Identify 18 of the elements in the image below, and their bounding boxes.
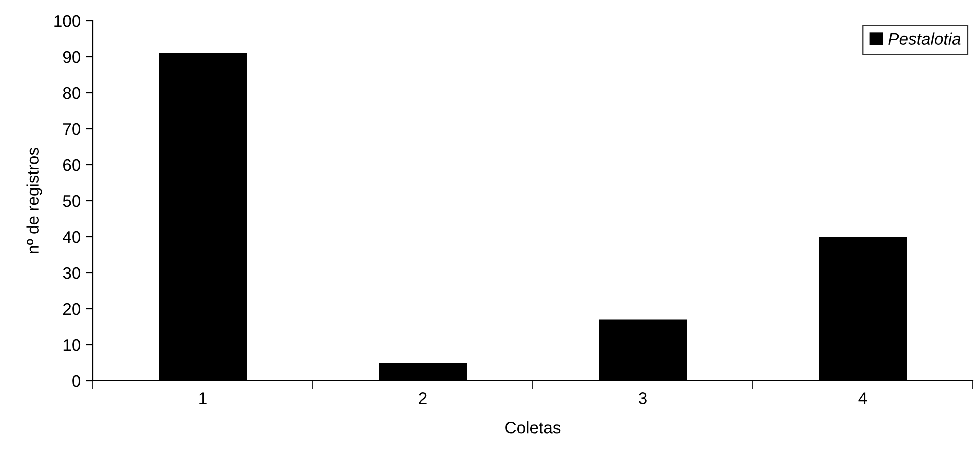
y-tick-label: 100 — [54, 15, 81, 28]
legend-label: Pestalotia — [888, 32, 961, 45]
x-axis-title: Coletas — [506, 422, 561, 434]
y-tick-label: 50 — [63, 195, 81, 208]
x-tick-label: 2 — [419, 392, 427, 404]
x-tick-label: 1 — [200, 392, 207, 404]
y-tick-label: 90 — [63, 51, 81, 64]
y-tick-label: 60 — [64, 159, 81, 172]
x-tick-label: 4 — [858, 392, 868, 404]
y-tick-label: 70 — [64, 123, 81, 136]
y-tick-label: 10 — [64, 339, 81, 352]
y-tick-label: 30 — [63, 267, 81, 280]
y-axis-title: nº de registros — [26, 148, 42, 254]
y-tick-label: 0 — [72, 375, 81, 388]
x-tick-label: 3 — [639, 392, 647, 404]
y-tick-label: 80 — [63, 87, 81, 100]
y-tick-label: 20 — [63, 303, 81, 316]
y-tick-label: 40 — [63, 231, 81, 244]
